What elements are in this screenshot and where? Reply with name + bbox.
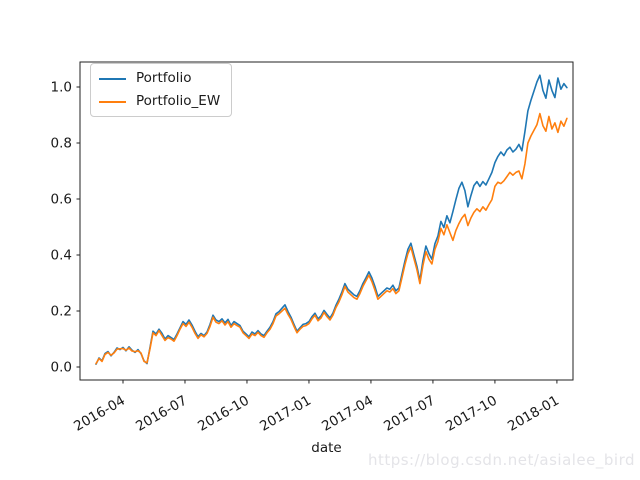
x-tick-label: 2017-01: [257, 393, 314, 435]
series-line-portfolio_ew: [95, 112, 568, 365]
x-tick-label: 2016-07: [133, 393, 190, 435]
legend: Portfolio Portfolio_EW: [90, 63, 232, 117]
y-tick-label: 1.0: [51, 80, 72, 96]
x-tick-label: 2016-04: [71, 393, 128, 435]
y-tick-label: 0.2: [51, 304, 72, 320]
y-tick-label: 0.6: [51, 192, 72, 208]
portfolio-legend-label: Portfolio: [136, 69, 192, 86]
portfolio-line-swatch: [99, 77, 126, 80]
portfolio-ew-line-swatch: [99, 100, 126, 103]
x-tick-label: 2018-01: [505, 393, 562, 435]
series-line-portfolio: [95, 74, 568, 366]
y-tick-label: 0.0: [51, 360, 72, 376]
x-tick-label: 2016-10: [195, 393, 252, 435]
axes-spines: [79, 61, 574, 381]
x-tick-label: 2017-07: [381, 393, 438, 435]
legend-item-portfolio: Portfolio: [99, 68, 223, 89]
watermark: https://blog.csdn.net/asialee_bird: [367, 451, 635, 469]
x-tick-label: 2017-04: [319, 393, 376, 435]
portfolio-ew-legend-label: Portfolio_EW: [136, 92, 221, 109]
x-tick-label: 2017-10: [443, 393, 500, 435]
y-tick-label: 0.8: [51, 136, 72, 152]
x-axis-title: date: [311, 440, 342, 456]
y-tick-label: 0.4: [51, 248, 72, 264]
legend-item-portfolio-ew: Portfolio_EW: [99, 91, 223, 112]
